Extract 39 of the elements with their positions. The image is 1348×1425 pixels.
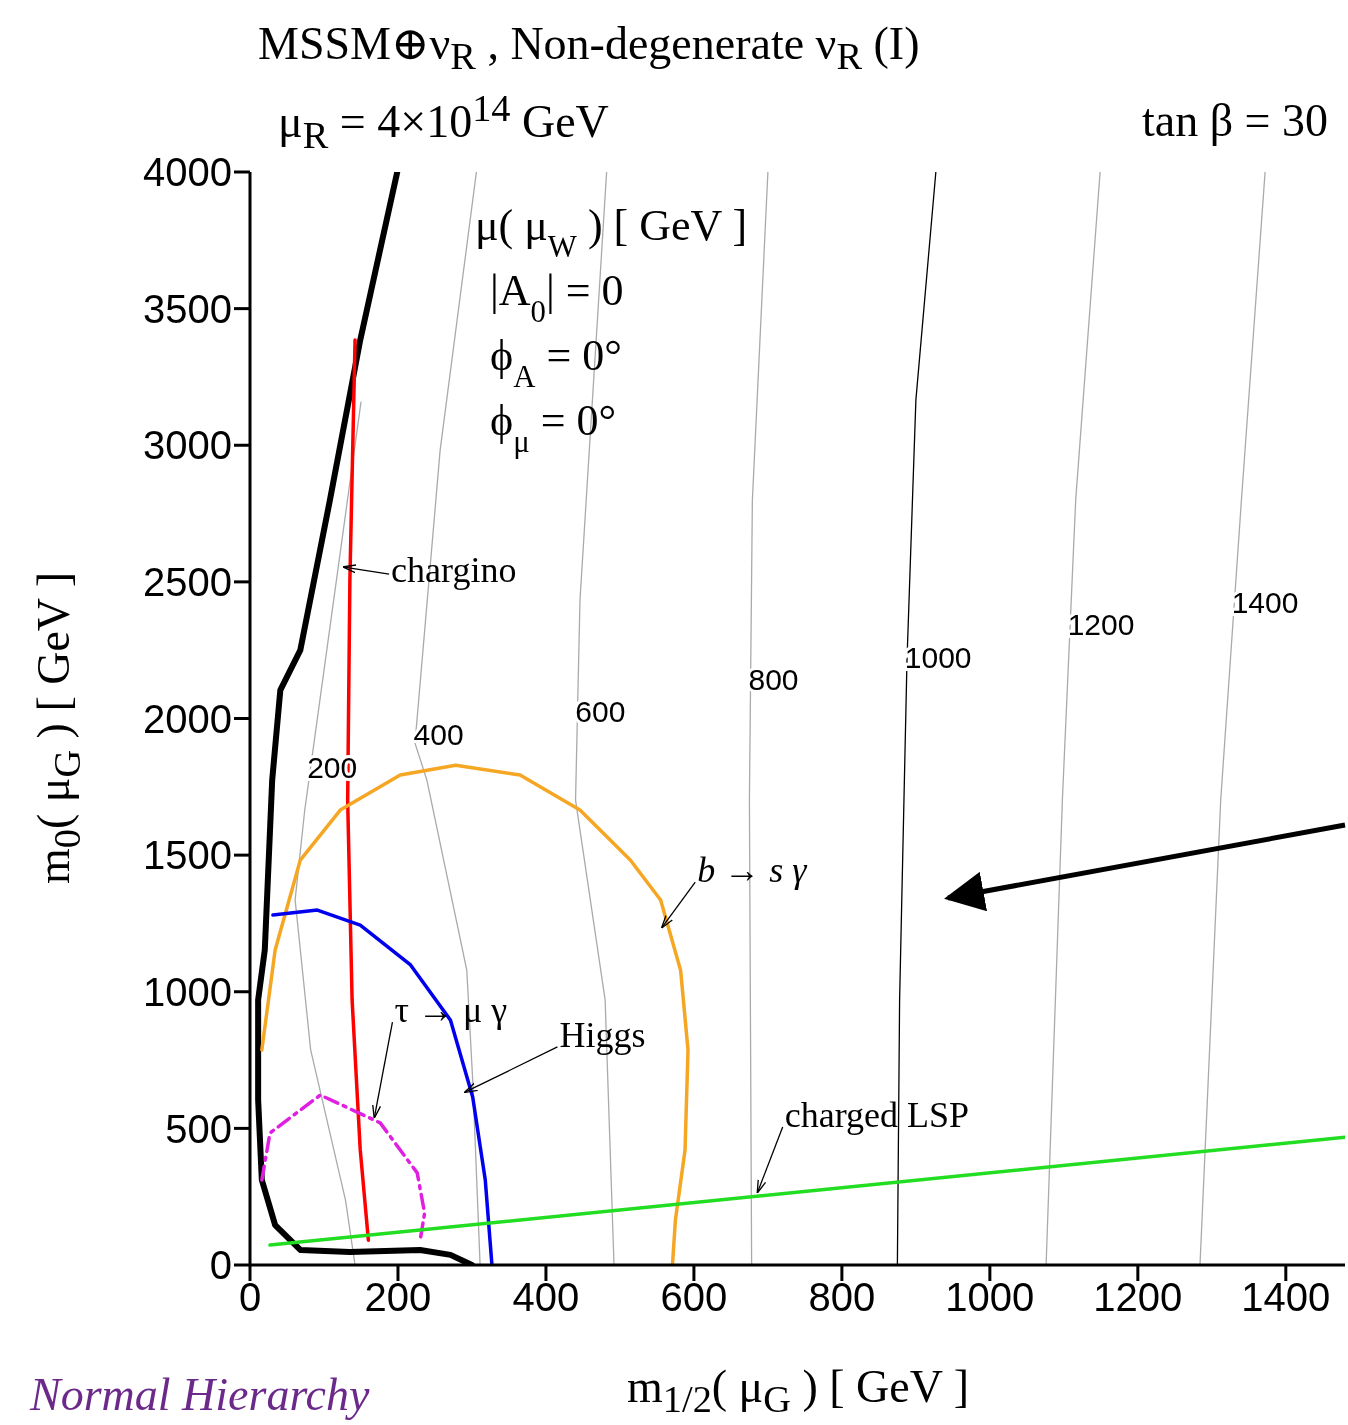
annotation: ϕ$_{μ}$ = 0° — [490, 396, 617, 459]
y-tick-label: 3000 — [143, 423, 232, 468]
annotation: chargino — [391, 550, 517, 591]
series-label: 600 — [575, 694, 626, 728]
y-tick-label: 1000 — [143, 969, 232, 1014]
x-tick-label: 1000 — [945, 1275, 1035, 1320]
y-tick-label: 4000 — [143, 150, 232, 195]
x-tick-label: 1400 — [1241, 1275, 1331, 1320]
x-axis-title: m$_{1/2}$( μ$_{G}$ ) [ GeV ] — [627, 1360, 969, 1422]
annotation: charged LSP — [784, 1094, 969, 1135]
annotation: τ → μ γ — [394, 990, 508, 1031]
x-tick-label: 600 — [660, 1275, 728, 1320]
x-tick-label: 400 — [512, 1275, 580, 1320]
annotation: Higgs — [559, 1014, 646, 1055]
annotation: |A$_{0}$| = 0 — [490, 266, 624, 329]
x-tick-label: 200 — [364, 1275, 432, 1320]
x-tick-label: 1200 — [1093, 1275, 1183, 1320]
x-tick-label: 0 — [238, 1275, 262, 1320]
series-label: 1400 — [1231, 585, 1299, 619]
y-tick-label: 2000 — [143, 696, 232, 741]
chart-title: MSSM⊕ν$_{R}$ , Non-degenerate ν$_{R}$ (I) — [258, 17, 920, 79]
annotation: ϕ$_{A}$ = 0° — [490, 331, 622, 394]
line-series — [294, 401, 362, 1265]
y-tick-label: 0 — [209, 1243, 232, 1288]
text: Normal Hierarchy — [30, 1368, 370, 1421]
x-tick-label: 800 — [808, 1275, 876, 1320]
series-label: 400 — [413, 717, 464, 751]
y-tick-label: 500 — [165, 1106, 232, 1151]
y-tick-label: 1500 — [143, 833, 232, 878]
chart-subtitle: μ$_{R}$ = 4×10$^{14}$ GeV — [278, 86, 609, 157]
series-label: 1200 — [1067, 608, 1135, 642]
text: tan β = 30 — [1141, 94, 1328, 147]
y-tick-label: 3500 — [143, 286, 232, 331]
series-label: 1000 — [904, 641, 972, 675]
series-label: 800 — [748, 663, 799, 696]
line-series — [260, 1093, 427, 1242]
annotation: b → s γ — [697, 850, 808, 891]
y-tick-label: 2500 — [143, 560, 232, 605]
annotation: μ( μ$_{W}$ ) [ GeV ] — [475, 201, 748, 264]
